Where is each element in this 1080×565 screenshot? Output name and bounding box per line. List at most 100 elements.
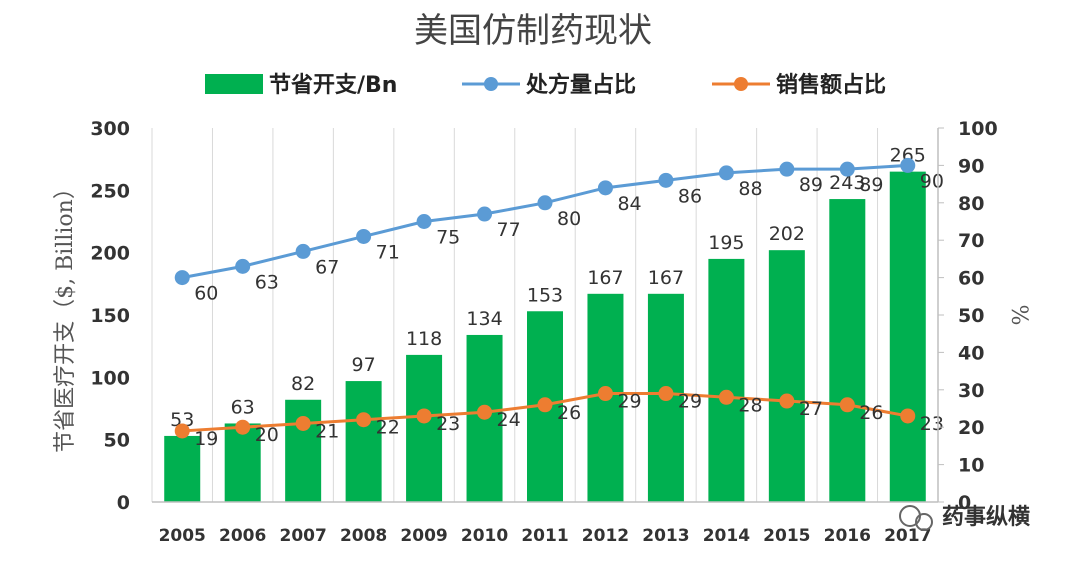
- bar: [768, 250, 805, 502]
- legend: 节省开支/Bn 处方量占比 销售额占比: [205, 72, 886, 98]
- bar-data-label: 195: [708, 232, 744, 254]
- y2-tick-label: 40: [958, 342, 984, 364]
- series-point: [597, 180, 613, 196]
- bar-data-label: 97: [352, 354, 376, 376]
- line-data-label: 29: [617, 391, 641, 413]
- line-data-label: 23: [436, 413, 460, 435]
- x-tick-label: 2010: [461, 526, 508, 546]
- line-data-label: 28: [738, 394, 762, 416]
- series-point: [356, 412, 372, 428]
- bar: [406, 354, 443, 502]
- series-point: [537, 397, 553, 413]
- line-data-label: 24: [497, 409, 521, 431]
- y-tick-label: 300: [90, 118, 130, 140]
- y2-tick-label: 70: [958, 230, 984, 252]
- series-point: [235, 419, 251, 435]
- bar: [829, 199, 866, 502]
- x-tick-label: 2009: [400, 526, 447, 546]
- bar: [345, 381, 382, 502]
- chart-title: 美国仿制药现状: [414, 11, 652, 51]
- bar-data-label: 63: [231, 396, 255, 418]
- series-point: [839, 397, 855, 413]
- series-point: [839, 161, 855, 177]
- bar: [889, 171, 926, 502]
- watermark: 药事纵横: [899, 504, 1030, 531]
- x-tick-label: 2011: [521, 526, 568, 546]
- legend-label: 销售额占比: [776, 72, 886, 98]
- line-data-label: 26: [557, 402, 581, 424]
- x-tick-label: 2006: [219, 526, 266, 546]
- y-tick-label: 0: [117, 492, 130, 514]
- x-tick-label: 2013: [642, 526, 689, 546]
- bar-data-label: 167: [648, 267, 684, 289]
- axes: 0 50 100 150 200 250 300 0 10 20 30 40 50 60 70 80 90 100…: [90, 118, 997, 546]
- watermark-text: 药事纵横: [942, 504, 1030, 530]
- series-point: [537, 195, 553, 211]
- series-point: [235, 258, 251, 274]
- series-point: [356, 228, 372, 244]
- series-point: [779, 161, 795, 177]
- line-data-label: 84: [617, 193, 641, 215]
- line-data-label: 27: [799, 398, 823, 420]
- line-data-label: 60: [194, 283, 218, 305]
- line-data-label: 22: [376, 417, 400, 439]
- bar-data-label: 118: [406, 328, 442, 350]
- series-point: [174, 423, 190, 439]
- bar-data-label: 82: [291, 373, 315, 395]
- bar: [285, 399, 322, 502]
- line-data-label: 21: [315, 420, 339, 442]
- y2-tick-label: 0: [958, 492, 971, 514]
- x-tick-label: 2012: [582, 526, 629, 546]
- bar-data-label: 243: [829, 172, 865, 194]
- legend-swatch: [205, 74, 263, 94]
- legend-label: 节省开支/Bn: [269, 73, 397, 98]
- x-tick-label: 2015: [763, 526, 810, 546]
- y2-tick-label: 90: [958, 155, 984, 177]
- series-point: [295, 243, 311, 259]
- series-point: [416, 214, 432, 229]
- line-data-label: 89: [799, 174, 823, 196]
- series-point: [658, 386, 674, 402]
- line-data-label: 88: [738, 178, 762, 200]
- y-tick-label: 250: [90, 180, 130, 202]
- y-tick-label: 50: [104, 430, 130, 452]
- series-point: [477, 206, 493, 222]
- series-point: [295, 415, 311, 431]
- bars: 53 63 82 97 118 134 153 167 167 195 202 243 265: [164, 145, 926, 502]
- series-point: [416, 408, 432, 424]
- line-data-label: 75: [436, 227, 460, 249]
- bar-data-label: 265: [890, 145, 926, 167]
- bar: [708, 258, 745, 502]
- legend-marker: [734, 77, 748, 91]
- line-data-label: 80: [557, 208, 581, 230]
- series-point: [477, 404, 493, 420]
- series-point: [174, 270, 190, 286]
- y2-tick-label: 10: [958, 455, 984, 477]
- line-data-label: 86: [678, 185, 702, 207]
- line-data-label: 77: [497, 219, 521, 241]
- line-data-label: 29: [678, 391, 702, 413]
- legend-marker: [484, 77, 498, 91]
- line-data-label: 90: [920, 170, 944, 192]
- wechat-icon-bubble: [915, 513, 933, 531]
- y2-tick-label: 80: [958, 193, 984, 215]
- x-tick-label: 2008: [340, 526, 387, 546]
- lines: 60 63 67 71 75 77 80 84 86 88 89 89 90 19 20 21 22 23 24 26…: [174, 157, 944, 450]
- y-axis-label: 节省医疗开支（$, Billion）: [53, 177, 78, 453]
- y-tick-label: 150: [90, 305, 130, 327]
- line-data-label: 71: [376, 241, 400, 263]
- line-data-label: 20: [255, 424, 279, 446]
- grid: [151, 128, 939, 502]
- y2-axis-label: %: [1006, 305, 1031, 326]
- x-tick-label: 2016: [824, 526, 871, 546]
- line-data-label: 63: [255, 271, 279, 293]
- x-tick-label: 2007: [279, 526, 326, 546]
- bar: [224, 423, 261, 502]
- series-point: [779, 393, 795, 409]
- bar-data-label: 153: [527, 284, 563, 306]
- bar: [164, 435, 201, 502]
- series-point: [658, 172, 674, 188]
- y-tick-label: 100: [90, 367, 130, 389]
